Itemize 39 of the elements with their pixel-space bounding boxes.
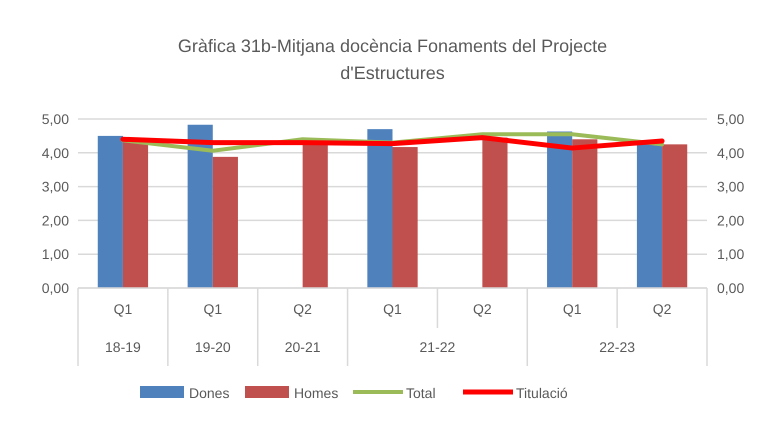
y-tick-label: 3,00 bbox=[42, 178, 70, 195]
x-tick-label: Q1 bbox=[203, 301, 222, 317]
y-tick-label: 0,00 bbox=[42, 280, 70, 296]
legend-label: Homes bbox=[294, 385, 338, 401]
x-tick-label: Q1 bbox=[383, 301, 402, 317]
chart-title: Gràfica 31b-Mitjana docència Fonaments del Projecte d'Estructures bbox=[178, 36, 608, 83]
x-tick-label: Q2 bbox=[293, 301, 312, 317]
legend-label: Total bbox=[406, 385, 436, 401]
x-tick-label: Q2 bbox=[652, 301, 672, 317]
y2-tick-label: 1,00 bbox=[717, 246, 744, 262]
bar bbox=[212, 156, 238, 288]
bar bbox=[188, 124, 213, 288]
bar bbox=[636, 144, 662, 288]
bar bbox=[98, 136, 123, 288]
y2-tick-label: 5,00 bbox=[717, 111, 744, 127]
bar bbox=[547, 132, 572, 288]
bar bbox=[482, 138, 508, 288]
text: 21-22 bbox=[420, 339, 456, 355]
text: 18-19 bbox=[105, 339, 142, 355]
bar bbox=[572, 139, 598, 288]
bar bbox=[662, 144, 688, 288]
text: 22-23 bbox=[599, 339, 636, 355]
x-tick-label: Q1 bbox=[114, 301, 132, 317]
y2-tick-label: 3,00 bbox=[717, 178, 744, 195]
y-tick-label: 2,00 bbox=[42, 212, 70, 228]
y-tick-label: 1,00 bbox=[42, 246, 70, 262]
bar bbox=[392, 147, 418, 288]
y2-tick-label: 0,00 bbox=[717, 280, 744, 296]
legend-label: Dones bbox=[189, 385, 230, 401]
text: 19-20 bbox=[194, 339, 231, 355]
legend-label: Titulació bbox=[516, 385, 568, 401]
y-tick-label: 5,00 bbox=[42, 111, 70, 127]
y2-tick-label: 4,00 bbox=[717, 144, 744, 161]
y2-tick-label: 2,00 bbox=[717, 212, 744, 228]
x-tick-label: Q2 bbox=[473, 301, 492, 317]
x-tick-label: Q1 bbox=[562, 301, 582, 317]
y-tick-label: 4,00 bbox=[42, 144, 70, 161]
bar bbox=[367, 129, 392, 288]
text: 20-21 bbox=[284, 339, 321, 355]
